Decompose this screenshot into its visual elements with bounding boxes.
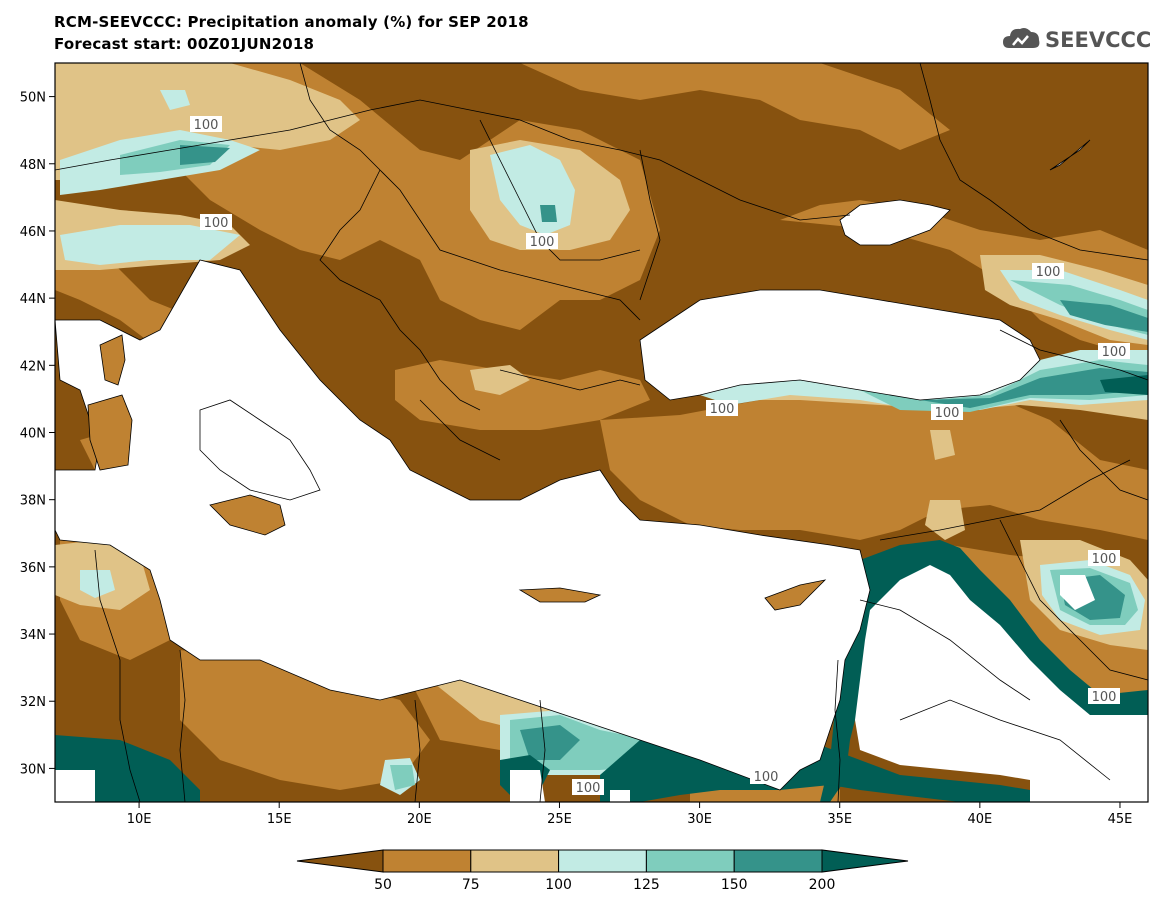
- contour-label: 100: [935, 406, 960, 421]
- sea-areas: [55, 139, 1091, 791]
- colorbar-label: 100: [545, 877, 572, 893]
- contour-labels: 100 100 100 100 100 100 100 100 100 100 …: [190, 116, 1130, 796]
- map-title: RCM-SEEVCCC: Precipitation anomaly (%) f…: [54, 13, 529, 31]
- x-tick-label: 20E: [407, 812, 432, 827]
- colorbar-above-200: [821, 849, 909, 873]
- colorbar-bin: [382, 849, 472, 873]
- y-tick-label: 44N: [20, 292, 46, 307]
- logo-text: SEEVCCC: [1045, 28, 1151, 52]
- y-tick-label: 36N: [20, 561, 46, 576]
- forecast-start-label: Forecast start: 00Z01JUN2018: [54, 35, 315, 53]
- contour-label: 100: [530, 235, 555, 250]
- cloud-icon: [1003, 28, 1040, 48]
- y-tick-label: 48N: [20, 158, 46, 173]
- y-tick-label: 32N: [20, 695, 46, 710]
- contour-label: 100: [204, 216, 229, 231]
- colorbar-bin: [470, 849, 560, 873]
- contour-label-box: [1098, 343, 1130, 359]
- y-tick-label: 46N: [20, 225, 46, 240]
- contour-label-box: [1088, 550, 1120, 566]
- colorbar-label: 200: [809, 877, 836, 893]
- x-axis: 10E 15E 20E 25E 30E 35E 40E 45E: [127, 802, 1133, 827]
- colorbar-label: 125: [633, 877, 660, 893]
- contour-label-box: [706, 400, 738, 416]
- contour-label-box: [190, 116, 222, 132]
- x-tick-label: 15E: [267, 812, 292, 827]
- contour-label: 100: [576, 781, 601, 796]
- contour-label: 100: [710, 402, 735, 417]
- contour-label: 100: [1036, 265, 1061, 280]
- contour-label-box: [1088, 688, 1120, 704]
- y-axis: 30N 32N 34N 36N 38N 40N 42N 44N 46N 48N 50N: [20, 91, 55, 777]
- colorbar-label: 50: [374, 877, 392, 893]
- contour-label-box: [200, 214, 232, 230]
- y-tick-label: 50N: [20, 91, 46, 106]
- y-tick-label: 40N: [20, 427, 46, 442]
- contour-label: 100: [1092, 552, 1117, 567]
- contour-label: 100: [1102, 345, 1127, 360]
- colorbar-below-50: [296, 849, 384, 873]
- y-tick-label: 30N: [20, 762, 46, 777]
- x-tick-label: 35E: [827, 812, 852, 827]
- colorbar: 50 75 100 125 150 200: [296, 849, 909, 893]
- contour-label-box: [750, 768, 782, 784]
- map-area: 100 100 100 100 100 100 100 100 100 100 …: [55, 63, 1148, 802]
- x-tick-label: 30E: [687, 812, 712, 827]
- colorbar-label: 150: [721, 877, 748, 893]
- x-tick-label: 25E: [547, 812, 572, 827]
- colorbar-bin: [733, 849, 823, 873]
- contour-label-box: [1032, 263, 1064, 279]
- contour-label: 100: [1092, 690, 1117, 705]
- contour-label: 100: [194, 118, 219, 133]
- island-shapes: [87, 334, 827, 611]
- contour-label-box: [526, 233, 558, 249]
- y-tick-label: 42N: [20, 359, 46, 374]
- contour-label-box: [572, 779, 604, 795]
- x-tick-label: 40E: [967, 812, 992, 827]
- colorbar-bin: [558, 849, 647, 873]
- country-borders: [55, 63, 1148, 802]
- x-tick-label: 45E: [1108, 812, 1133, 827]
- contour-label-box: [931, 404, 963, 420]
- x-tick-label: 10E: [127, 812, 152, 827]
- seevccc-logo: SEEVCCC: [1003, 28, 1151, 52]
- y-tick-label: 34N: [20, 628, 46, 643]
- colorbar-label: 75: [462, 877, 480, 893]
- colorbar-bin: [645, 849, 735, 873]
- y-tick-label: 38N: [20, 494, 46, 509]
- contour-label: 100: [754, 770, 779, 785]
